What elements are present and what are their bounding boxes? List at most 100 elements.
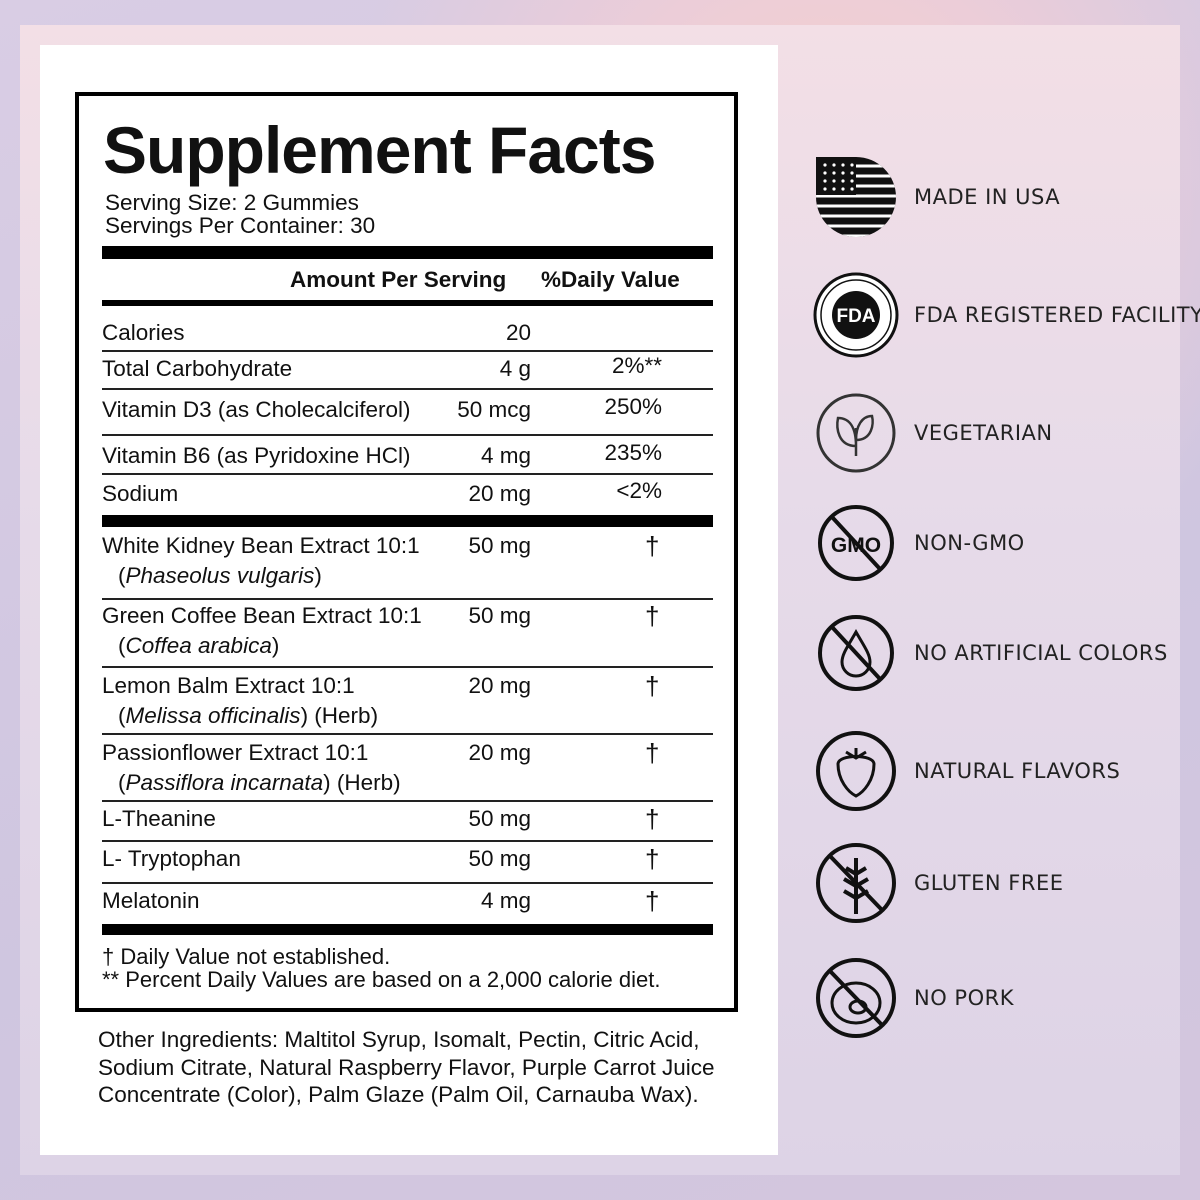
- badge-icon: [816, 393, 896, 473]
- ingredient-amount: 50 mg: [468, 603, 531, 628]
- badge: NO PORK: [808, 953, 1188, 1043]
- badge-label: NON-GMO: [914, 531, 1025, 555]
- source-latin: Phaseolus vulgaris: [125, 563, 315, 588]
- badge: NATURAL FLAVORS: [808, 726, 1188, 816]
- nutrient-dv: <2%: [616, 478, 662, 503]
- badge-icon: [816, 731, 896, 811]
- badge: VEGETARIAN: [808, 388, 1188, 478]
- row-rule: [102, 434, 713, 436]
- nutrient-name: Sodium: [102, 481, 179, 506]
- nutrient-dv: 235%: [604, 440, 662, 465]
- source-latin: Coffea arabica: [125, 633, 272, 658]
- badge-label: NO ARTIFICIAL COLORS: [914, 641, 1168, 665]
- ingredient-amount: 50 mg: [468, 806, 531, 831]
- thick-rule: [102, 924, 713, 935]
- ingredient-amount: 50 mg: [468, 533, 531, 558]
- ingredient-name: Melatonin: [102, 888, 200, 913]
- badge: FDA FDA REGISTERED FACILITY: [808, 270, 1200, 360]
- ingredient-amount: 50 mg: [468, 846, 531, 871]
- nutrient-amount: 4 g: [499, 356, 531, 381]
- ingredient-source: (Passiflora incarnata) (Herb): [118, 770, 401, 796]
- row-rule: [102, 666, 713, 668]
- ingredient-name: L- Tryptophan: [102, 846, 241, 871]
- ingredient-dv: †: [645, 671, 660, 701]
- ingredient-name: Lemon Balm Extract 10:1: [102, 673, 355, 698]
- nutrient-name: Total Carbohydrate: [102, 356, 293, 381]
- ingredient-dv: †: [645, 804, 660, 834]
- ingredient-dv: †: [645, 844, 660, 874]
- ingredient-name: L-Theanine: [102, 806, 216, 831]
- nutrient-amount: 20 mg: [468, 481, 531, 506]
- ingredient-amount: 4 mg: [480, 888, 531, 913]
- row-rule: [102, 882, 713, 884]
- badge-label: NO PORK: [914, 986, 1014, 1010]
- row-rule: [102, 800, 713, 802]
- label-panel: [40, 45, 778, 1155]
- footnote: ** Percent Daily Values are based on a 2…: [102, 967, 661, 992]
- facts-box: [75, 92, 738, 1012]
- source-latin: Passiflora incarnata: [125, 770, 324, 795]
- ingredient-source: (Phaseolus vulgaris): [118, 563, 322, 589]
- source-paren: (: [118, 703, 126, 728]
- source-paren: ): [314, 563, 322, 588]
- row-rule: [102, 473, 713, 475]
- ingredient-dv: †: [645, 601, 660, 631]
- nutrient-dv: 250%: [604, 394, 662, 419]
- badge-label: GLUTEN FREE: [914, 871, 1064, 895]
- ingredient-amount: 20 mg: [468, 673, 531, 698]
- badge-icon: [816, 958, 896, 1038]
- row-rule: [102, 388, 713, 390]
- svg-text:FDA: FDA: [836, 306, 875, 327]
- nutrient-amount: 50 mcg: [457, 397, 531, 422]
- serving-size: Serving Size: 2 Gummies: [105, 190, 359, 215]
- badge-label: MADE IN USA: [914, 185, 1061, 209]
- source-latin: Melissa officinalis: [125, 703, 301, 728]
- badge: GMO NON-GMO: [808, 498, 1188, 588]
- thick-rule: [102, 515, 713, 527]
- source-paren: (: [118, 770, 126, 795]
- badge-label: VEGETARIAN: [914, 421, 1053, 445]
- badge: NO ARTIFICIAL COLORS: [808, 608, 1188, 698]
- nutrient-amount: 4 mg: [480, 443, 531, 468]
- badge: GLUTEN FREE: [808, 838, 1188, 928]
- badge-label: NATURAL FLAVORS: [914, 759, 1121, 783]
- ingredient-source: (Coffea arabica): [118, 633, 279, 659]
- header-dv: %Daily Value: [541, 267, 680, 292]
- ingredient-amount: 20 mg: [468, 740, 531, 765]
- header-amount: Amount Per Serving: [290, 267, 507, 292]
- facts-title: Supplement Facts: [103, 113, 656, 187]
- ingredient-dv: †: [645, 531, 660, 561]
- nutrient-dv: 2%**: [611, 353, 662, 378]
- row-rule: [102, 733, 713, 735]
- ingredient-name: White Kidney Bean Extract 10:1: [102, 533, 420, 558]
- ingredient-name: Passionflower Extract 10:1: [102, 740, 369, 765]
- ingredient-dv: †: [645, 886, 660, 916]
- badge-icon: GMO: [818, 505, 894, 581]
- badge-icon: [816, 157, 896, 237]
- ingredient-dv: †: [645, 738, 660, 768]
- badge-icon: FDA: [813, 272, 899, 358]
- servings-per-container: Servings Per Container: 30: [105, 213, 376, 238]
- badge-icon: [816, 843, 896, 923]
- ingredient-name: Green Coffee Bean Extract 10:1: [102, 603, 422, 628]
- source-paren: (: [118, 563, 126, 588]
- svg-text:GMO: GMO: [831, 534, 881, 557]
- nutrient-name: Vitamin D3 (as Cholecalciferol): [102, 397, 411, 422]
- row-rule: [102, 840, 713, 842]
- source-paren: ): [271, 633, 280, 658]
- nutrient-name: Vitamin B6 (as Pyridoxine HCl): [102, 443, 411, 468]
- nutrient-name: Calories: [102, 320, 185, 345]
- source-paren: ) (Herb): [323, 770, 401, 795]
- row-rule: [102, 598, 713, 600]
- source-paren: (: [118, 633, 126, 658]
- medium-rule: [102, 300, 713, 306]
- row-rule: [102, 350, 713, 352]
- nutrient-amount: 20: [505, 320, 531, 345]
- other-ingredients: Other Ingredients: Maltitol Syrup, Isoma…: [98, 1027, 715, 1107]
- footnote: † Daily Value not established.: [102, 944, 391, 969]
- badge-label: FDA REGISTERED FACILITY: [914, 303, 1200, 327]
- thick-rule: [102, 246, 713, 259]
- badge-icon: [818, 615, 894, 691]
- ingredient-source: (Melissa officinalis) (Herb): [118, 703, 378, 729]
